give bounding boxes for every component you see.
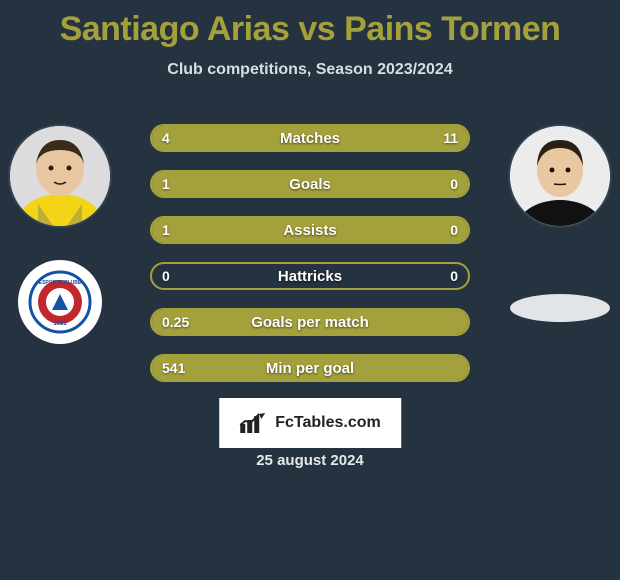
- stat-label: Goals: [152, 172, 468, 196]
- brand-chart-icon: [239, 412, 267, 434]
- stat-row: 411Matches: [150, 124, 470, 152]
- date-text: 25 august 2024: [256, 452, 364, 469]
- vs-separator: vs: [298, 10, 335, 48]
- brand-text: FcTables.com: [275, 414, 381, 432]
- svg-text:ESPORTE CLUBE: ESPORTE CLUBE: [39, 280, 82, 286]
- stat-row: 10Assists: [150, 216, 470, 244]
- stat-row: 10Goals: [150, 170, 470, 198]
- brand-badge: FcTables.com: [219, 398, 401, 448]
- page-title: Santiago Arias vs Pains Tormen: [0, 0, 620, 49]
- player-left-avatar: [10, 126, 110, 226]
- stat-label: Assists: [152, 218, 468, 242]
- stat-label: Matches: [152, 126, 468, 150]
- stat-row: 541Min per goal: [150, 354, 470, 382]
- player-left-club-badge: ESPORTE CLUBE 1931: [18, 260, 102, 344]
- svg-text:1931: 1931: [53, 321, 67, 327]
- stat-row: 00Hattricks: [150, 262, 470, 290]
- left-column: ESPORTE CLUBE 1931: [10, 126, 110, 344]
- player-right-club-placeholder: [510, 294, 610, 322]
- stat-row: 0.25Goals per match: [150, 308, 470, 336]
- player-right-name: Pains Tormen: [344, 10, 560, 48]
- stat-label: Hattricks: [152, 264, 468, 288]
- player-left-name: Santiago Arias: [60, 10, 290, 48]
- stat-label: Min per goal: [152, 356, 468, 380]
- page-subtitle: Club competitions, Season 2023/2024: [0, 61, 620, 79]
- stats-container: 411Matches 10Goals 10Assists 00Hattricks 0.2…: [150, 124, 470, 382]
- right-column: [510, 126, 610, 322]
- stat-label: Goals per match: [152, 310, 468, 334]
- player-right-avatar: [510, 126, 610, 226]
